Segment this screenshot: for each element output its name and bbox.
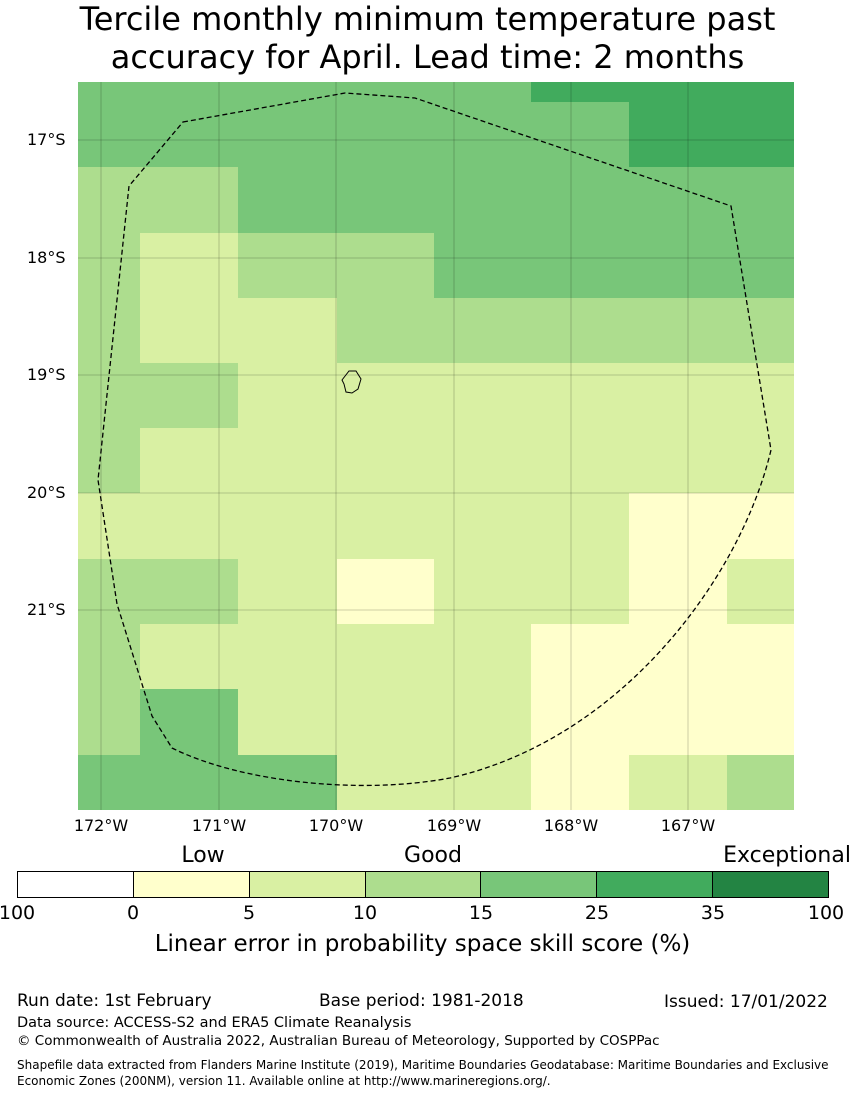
- title-line-2: accuracy for April. Lead time: 2 months: [110, 38, 745, 76]
- map-cell: [238, 559, 337, 624]
- colorbar-tick: 15: [468, 902, 494, 924]
- map-cell: [238, 689, 531, 755]
- colorbar-tick: 100: [807, 902, 845, 924]
- colorbar-swatch: [713, 872, 829, 897]
- category-low: Low: [181, 843, 225, 868]
- map-cell: [238, 233, 434, 298]
- map-cell: [337, 755, 531, 810]
- map-cell: [78, 689, 140, 755]
- map-cell: [629, 755, 727, 810]
- map-cell: [629, 559, 727, 624]
- map-cell: [78, 493, 629, 559]
- lon-label: 168°W: [543, 816, 599, 835]
- copyright: © Commonwealth of Australia 2022, Austra…: [17, 1033, 660, 1049]
- map-cell: [78, 298, 140, 363]
- map-cell: [727, 559, 794, 624]
- graticule: [78, 82, 794, 810]
- map-cell: [140, 298, 337, 363]
- category-exceptional: Exceptional: [723, 843, 851, 868]
- colorbar-tick: 10: [352, 902, 378, 924]
- colorbar-swatch: [481, 872, 598, 897]
- island-outline: [341, 370, 362, 394]
- colorbar-swatch: [365, 872, 482, 897]
- eez-boundary: [97, 92, 772, 787]
- run-date: Run date: 1st February: [17, 991, 212, 1011]
- category-good: Good: [404, 843, 462, 868]
- skill-map: [78, 82, 794, 810]
- map-cell: [140, 428, 794, 493]
- chart-title: Tercile monthly minimum temperature past…: [0, 0, 855, 76]
- map-cell: [629, 102, 794, 167]
- map-cell: [337, 559, 434, 624]
- lon-label: 170°W: [308, 816, 364, 835]
- map-cell: [531, 82, 794, 102]
- lon-label: 169°W: [426, 816, 482, 835]
- colorbar-tick: 0: [126, 902, 140, 924]
- colorbar-swatch: [18, 872, 134, 897]
- map-cell: [78, 363, 238, 428]
- map-cell: [238, 363, 794, 428]
- data-source: Data source: ACCESS-S2 and ERA5 Climate …: [17, 1015, 412, 1031]
- map-cell: [238, 167, 794, 233]
- map-cell: [629, 493, 794, 559]
- lat-label: 19°S: [27, 365, 66, 384]
- map-cell: [531, 689, 794, 755]
- map-cell: [337, 298, 794, 363]
- base-period: Base period: 1981-2018: [319, 991, 524, 1011]
- map-cell: [78, 82, 531, 102]
- map-cell: [140, 624, 531, 689]
- map-cell: [78, 102, 629, 167]
- colorbar-swatch: [597, 872, 714, 897]
- colorbar-label: Linear error in probability space skill …: [154, 931, 691, 957]
- map-cell: [140, 233, 238, 298]
- map-cell: [531, 755, 629, 810]
- lon-label: 172°W: [73, 816, 129, 835]
- shapefile-credit: Shapefile data extracted from Flanders M…: [17, 1058, 829, 1088]
- map-cell: [531, 624, 794, 689]
- issued-date: Issued: 17/01/2022: [664, 992, 828, 1012]
- map-cell: [78, 233, 140, 298]
- map-cell: [78, 428, 140, 493]
- colorbar-tick: 35: [700, 902, 726, 924]
- colorbar-tick: 100: [0, 902, 36, 924]
- map-cell: [727, 755, 794, 810]
- lat-label: 18°S: [27, 248, 66, 267]
- lat-label: 17°S: [27, 130, 66, 149]
- skill-grid: [78, 82, 794, 810]
- map-cell: [78, 624, 140, 689]
- map-cell: [78, 559, 238, 624]
- map-cell: [434, 233, 794, 298]
- map-cell: [434, 559, 629, 624]
- lat-label: 21°S: [27, 600, 66, 619]
- lat-label: 20°S: [27, 483, 66, 502]
- map-cell: [78, 167, 238, 233]
- colorbar-swatch: [133, 872, 250, 897]
- lon-label: 167°W: [660, 816, 716, 835]
- map-cell: [140, 689, 238, 755]
- map-cell: [78, 755, 337, 810]
- colorbar: [17, 871, 829, 898]
- title-line-1: Tercile monthly minimum temperature past: [79, 0, 776, 38]
- colorbar-tick: 5: [242, 902, 256, 924]
- colorbar-tick: 25: [584, 902, 610, 924]
- lon-label: 171°W: [191, 816, 247, 835]
- colorbar-swatch: [249, 872, 366, 897]
